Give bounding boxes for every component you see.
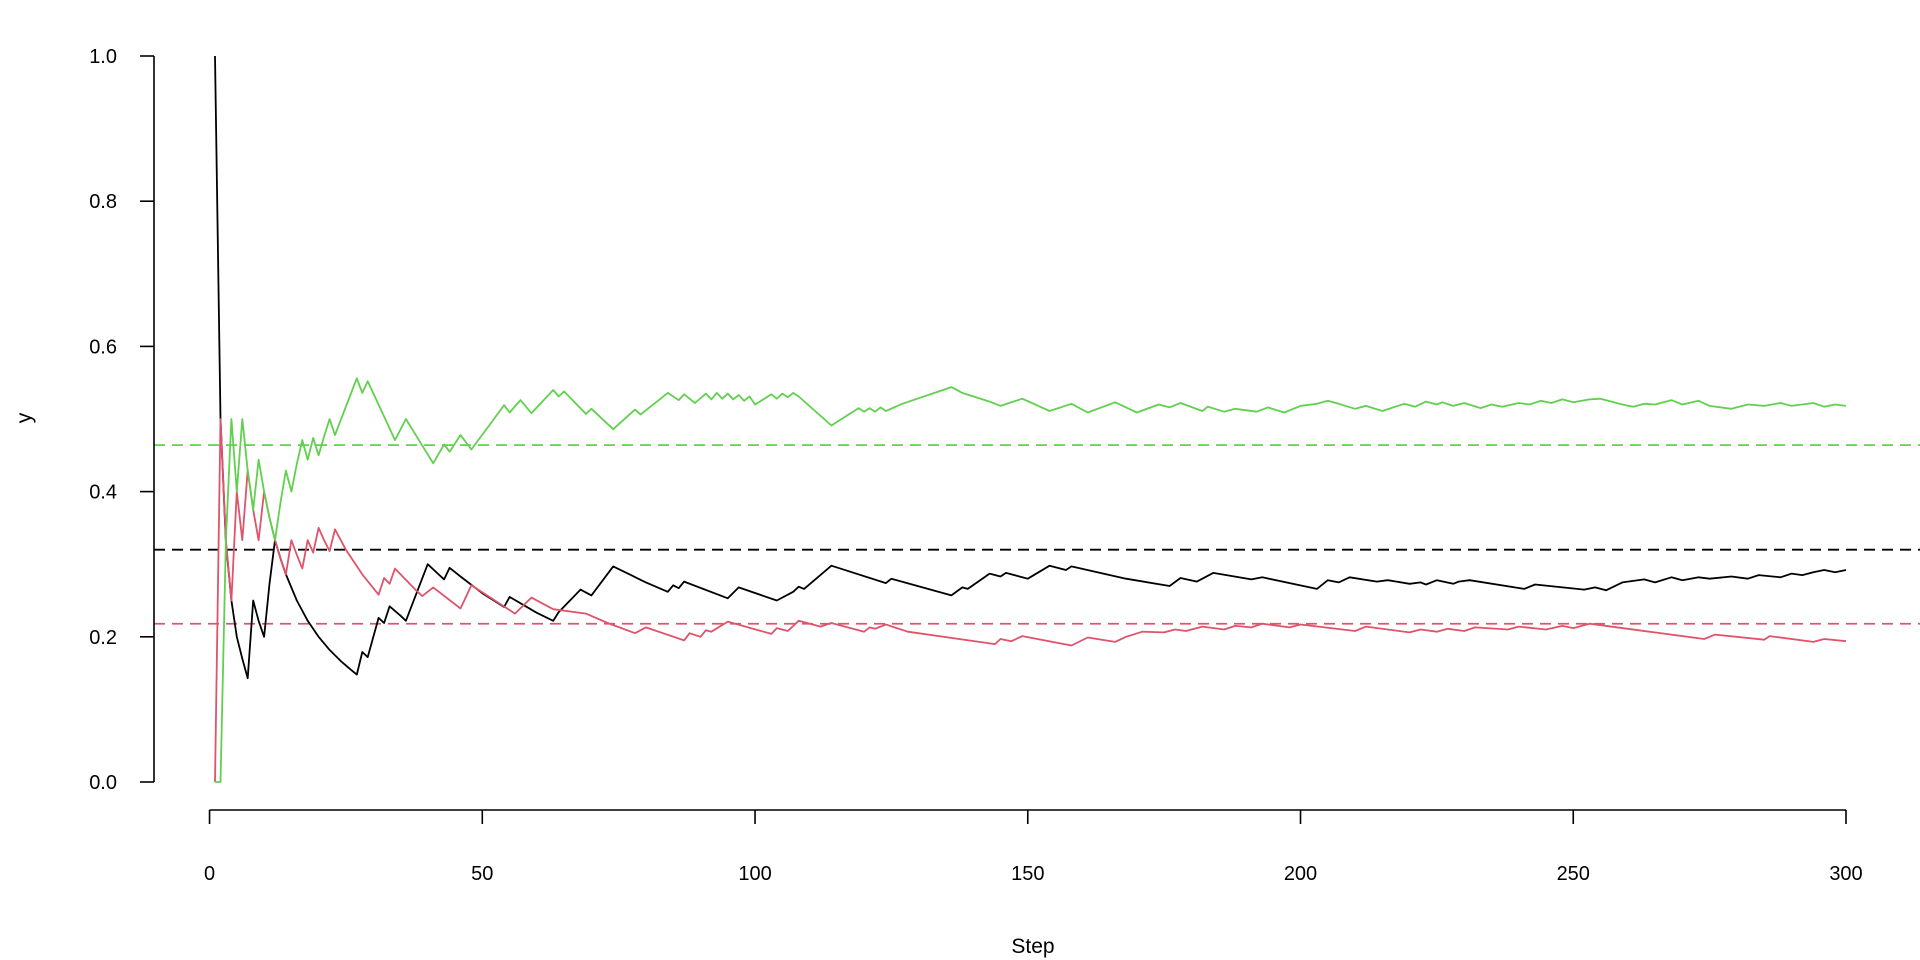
y-tick-label: 1.0 (89, 46, 117, 68)
x-tick-label: 250 (1557, 863, 1590, 885)
y-axis-title: y (13, 412, 36, 423)
x-tick-label: 0 (204, 863, 215, 885)
y-tick-label: 0.0 (89, 772, 117, 794)
x-tick-label: 300 (1829, 863, 1862, 885)
y-tick-label: 0.2 (89, 627, 117, 649)
reference-lines (154, 444, 1920, 625)
y-tick-label: 0.6 (89, 336, 117, 358)
series-lines (214, 55, 1847, 783)
x-axis-title: Step (1011, 935, 1054, 958)
x-tick-label: 150 (1011, 863, 1044, 885)
series-line-1 (214, 55, 1847, 680)
y-tick-label: 0.4 (89, 482, 117, 504)
x-tick-label: 200 (1284, 863, 1317, 885)
y-tick-label: 0.8 (89, 191, 117, 213)
series-line-3 (215, 377, 1847, 783)
series-line-2 (214, 418, 1847, 783)
y-axis: 0.0 0.2 0.4 0.6 0.8 1.0 (89, 46, 155, 794)
x-tick-label: 50 (471, 863, 493, 885)
x-axis: 0 50 100 150 200 250 300 (204, 809, 1863, 885)
x-tick-label: 100 (738, 863, 771, 885)
